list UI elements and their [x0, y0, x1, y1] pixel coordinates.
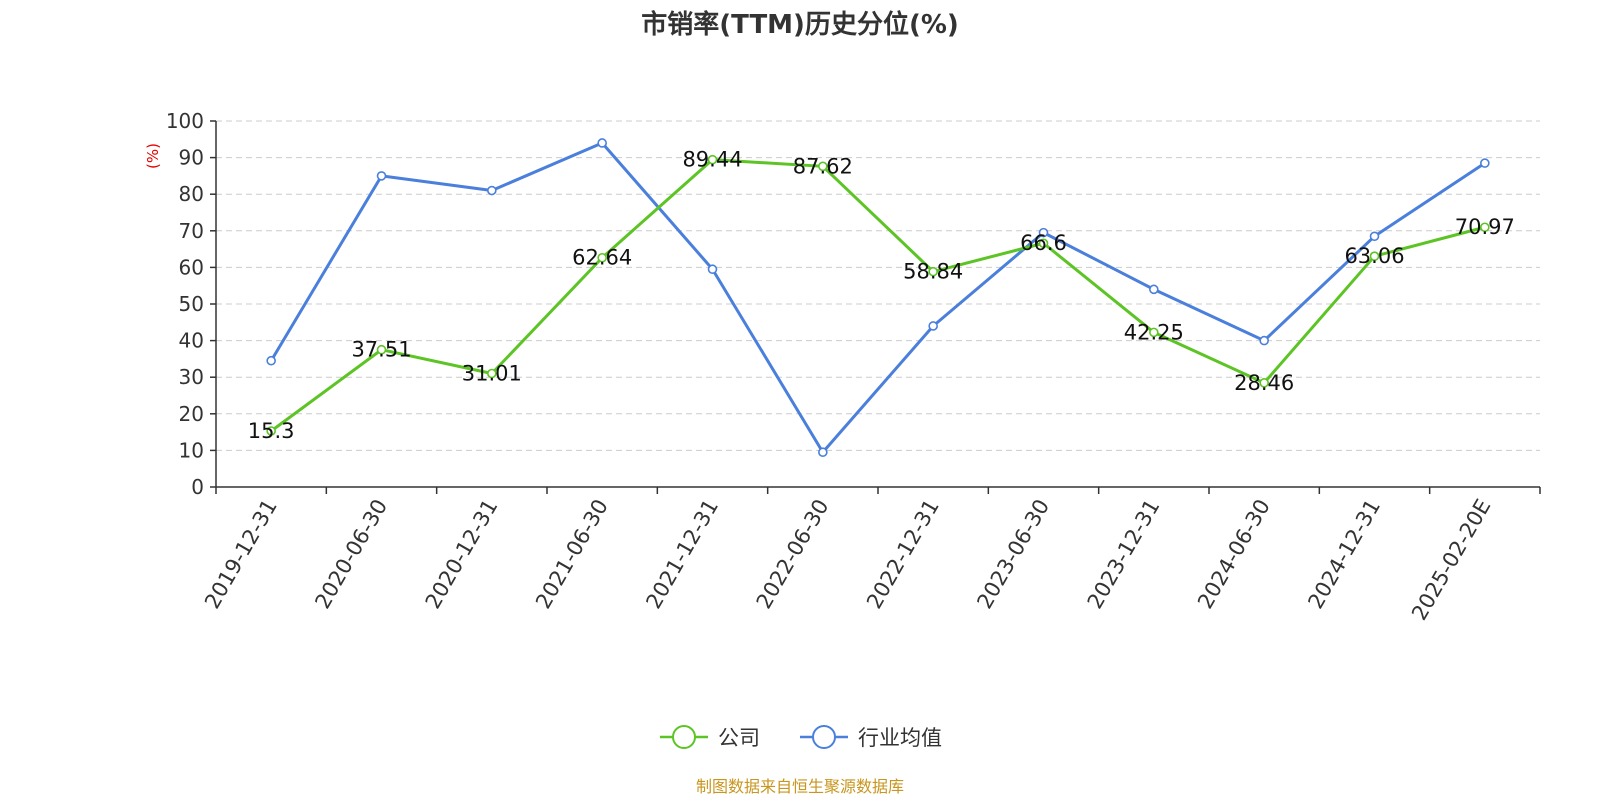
y-tick-label: 20: [179, 402, 204, 426]
legend-label: 公司: [718, 726, 760, 750]
x-tick-label: 2023-06-30: [972, 495, 1054, 613]
y-tick-label: 30: [179, 365, 204, 389]
data-point: [597, 252, 607, 263]
data-label: 28.46: [1234, 371, 1294, 395]
y-tick-label: 40: [179, 329, 204, 353]
x-tick-label: 2022-06-30: [752, 495, 834, 613]
data-label: 87.62: [793, 154, 853, 178]
data-point: [1369, 231, 1380, 242]
grid-layer: [216, 120, 1540, 451]
y-tick-label: 50: [179, 292, 204, 316]
data-label: 15.3: [248, 419, 295, 443]
data-point: [818, 447, 828, 458]
data-point: [266, 355, 276, 366]
x-tick-label: 2024-06-30: [1193, 495, 1275, 613]
x-tick-label: 2019-12-31: [200, 495, 282, 613]
data-point: [707, 154, 718, 165]
legend-label: 行业均值: [858, 726, 942, 750]
x-tick-label: 2020-12-31: [421, 495, 503, 613]
data-point: [266, 426, 276, 436]
series-line: [269, 141, 1486, 454]
data-label: 42.25: [1124, 320, 1184, 344]
legend-marker: [672, 725, 696, 749]
y-tick-label: 80: [179, 182, 204, 206]
data-point: [818, 161, 828, 172]
data-point: [487, 185, 497, 196]
source-note: 制图数据来自恒生聚源数据库: [696, 777, 904, 796]
y-tick-label: 90: [179, 146, 204, 170]
x-tick-label: 2025-02-20E: [1407, 495, 1495, 624]
legend: 公司 行业均值: [660, 725, 942, 750]
y-tick-label: 60: [179, 255, 204, 279]
data-point: [1038, 238, 1049, 249]
x-tick-label: 2023-12-31: [1083, 495, 1165, 613]
x-tick-label: 2021-06-30: [531, 495, 613, 613]
data-point: [376, 344, 387, 355]
chart-title: 市销率(TTM)历史分位(%): [641, 9, 959, 40]
x-tick-label: 2020-06-30: [310, 495, 392, 613]
data-point: [597, 138, 607, 148]
data-label: 31.01: [462, 362, 522, 386]
data-point: [928, 321, 938, 331]
data-label: 63.06: [1344, 244, 1404, 268]
x-tick-label: 2022-12-31: [862, 495, 944, 613]
data-point: [1369, 251, 1380, 262]
y-axis-label: (%): [144, 143, 162, 169]
series-layer: [266, 138, 1490, 458]
data-label: 58.84: [903, 260, 963, 284]
data-label: 70.97: [1455, 215, 1515, 239]
data-point: [1480, 222, 1490, 233]
y-tick-label: 0: [191, 475, 204, 499]
data-point: [376, 171, 387, 181]
data-label: 66.6: [1020, 231, 1067, 255]
data-label: 37.51: [351, 338, 411, 362]
y-tick-label: 10: [179, 438, 204, 462]
legend-marker: [812, 725, 836, 749]
series-line: [270, 158, 1486, 433]
data-point: [1480, 158, 1490, 168]
axis-layer: 0 10 20 30 40 50 60 70 80 90 100 2019-12-31 2020-06-…: [166, 109, 1541, 624]
data-label: 89.44: [682, 148, 742, 172]
x-tick-label: 2024-12-31: [1303, 495, 1385, 613]
data-point: [1259, 378, 1269, 388]
data-point: [1149, 327, 1159, 338]
data-label: 62.64: [572, 246, 632, 270]
data-point: [487, 368, 497, 379]
y-tick-label: 70: [179, 219, 204, 243]
x-tick-label: 2021-12-31: [641, 495, 723, 613]
data-point: [707, 264, 718, 275]
data-point: [1038, 227, 1049, 238]
data-label-layer: 15.3 37.51 31.01 62.64 89.44 87.62 58.84 66.6 42…: [248, 148, 1515, 443]
data-point: [1149, 284, 1159, 295]
data-point: [928, 266, 938, 277]
data-point: [1259, 335, 1269, 346]
y-tick-label: 100: [166, 109, 204, 133]
